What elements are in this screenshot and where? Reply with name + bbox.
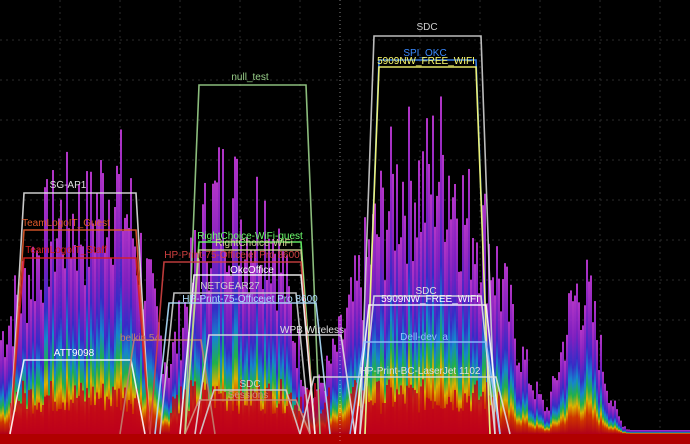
ssid-label-hp-print-bc-laserjet-1102: HP-Print-BC-LaserJet 1102 bbox=[360, 366, 481, 377]
ssid-label-dell-dev-a: Dell-dev_a bbox=[400, 332, 448, 343]
ssid-label-rightchoice-wifi-guest: RightChoice-WiFi-guest bbox=[197, 231, 303, 242]
ssid-label-belkin-54: belkin.54 bbox=[120, 333, 160, 344]
overlay-5909nw-free-wifi[interactable] bbox=[354, 304, 501, 435]
ssid-label-sdc: SDC bbox=[239, 379, 260, 390]
ssid-label-sdc: SDC bbox=[416, 22, 437, 33]
ssid-label-sessions: Sessions bbox=[228, 390, 269, 401]
overlay-sg-ap1[interactable] bbox=[9, 192, 151, 435]
ssid-label-teamlogoit-guest: TeamLogoIT_Guest bbox=[22, 218, 110, 229]
ssid-label-sg-ap1: SG-AP1 bbox=[50, 180, 87, 191]
ssid-label-sdc: SDC bbox=[415, 286, 436, 297]
ssid-label-spi-okc: SPI_OKC bbox=[403, 48, 446, 59]
ssid-label-rightchoice-wifi: RightChoice-WiFi bbox=[215, 238, 293, 249]
overlay-teamlogoit-staff[interactable] bbox=[9, 257, 151, 435]
overlay-netgear27[interactable] bbox=[159, 292, 311, 435]
ssid-label-teamlogoit-staff: TeamLogoIT_Staff bbox=[25, 245, 107, 256]
overlay-5909nw-free-wifi[interactable] bbox=[364, 66, 491, 435]
ssid-label-null-test: null_test bbox=[231, 72, 268, 83]
ssid-label-5909nw-free-wifi: 5909NW_FREE_WIFI bbox=[377, 56, 475, 67]
overlay-teamlogoit-guest[interactable] bbox=[9, 229, 151, 435]
overlay-wpb-wireless[interactable] bbox=[194, 334, 356, 435]
overlay-sdc[interactable] bbox=[199, 389, 301, 435]
ssid-label-wpb-wireless: WPB Wireless bbox=[280, 325, 344, 336]
overlay-belkin-54[interactable] bbox=[119, 339, 216, 435]
ssid-label-okcoffice: OkcOffice bbox=[230, 265, 274, 276]
overlay-att9098[interactable] bbox=[9, 359, 146, 435]
overlay-sessions[interactable] bbox=[184, 399, 311, 435]
network-overlays: SG-AP1 TeamLogoIT_Guest TeamLogoIT_Staff AT… bbox=[9, 22, 511, 435]
ssid-label-5909nw-free-wifi: 5909NW_FREE_WIFI bbox=[381, 294, 479, 305]
overlay-null-test[interactable] bbox=[184, 84, 321, 435]
overlay-hp-print-bc-laserjet-1102[interactable] bbox=[299, 376, 511, 435]
overlay-okcoffice[interactable] bbox=[179, 274, 316, 435]
ssid-label-att9098: ATT9098 bbox=[54, 348, 95, 359]
overlay-sdc[interactable] bbox=[359, 35, 496, 435]
ssid-label-hp-print-75-officejet-pro-8600: HP-Print-75-Officejet Pro 8600 bbox=[164, 250, 300, 261]
spectrum-density bbox=[0, 96, 690, 435]
ssid-label-netgear27: NETGEAR27 bbox=[200, 281, 260, 292]
overlay-hp-print-75-officejet-pro-8600[interactable] bbox=[154, 302, 331, 435]
ssid-label-hp-print-75-officejet-pro-8600: HP-Print-75-Officejet Pro 8600 bbox=[182, 294, 318, 305]
overlay-sdc[interactable] bbox=[359, 295, 496, 435]
overlay-dell-dev-a[interactable] bbox=[349, 341, 501, 435]
